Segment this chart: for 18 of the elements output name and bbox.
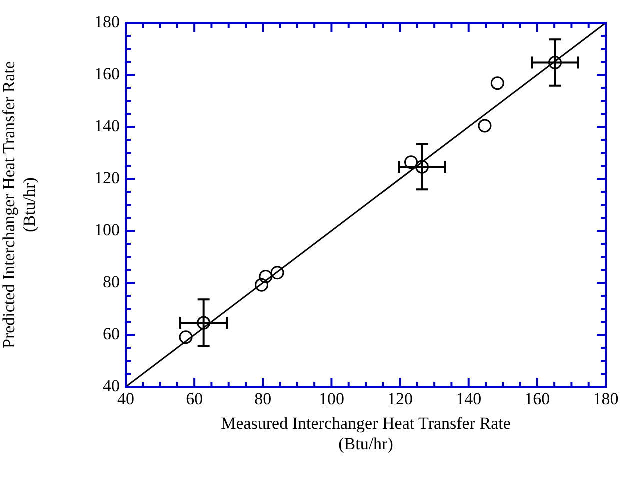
x-tick-label: 60 [186,390,204,409]
x-tick-label: 180 [593,390,619,409]
y-tick-label: 100 [94,220,120,240]
x-tick-label: 100 [318,390,344,409]
y-tick-label: 60 [103,324,120,344]
y-tick-label: 40 [103,376,120,396]
y-tick-label: 140 [94,116,120,136]
y-tick-label: 80 [103,272,120,292]
y-tick-label: 120 [94,168,120,188]
y-tick-label: 180 [94,12,120,32]
x-tick-label: 120 [388,390,414,409]
x-tick-label: 140 [456,390,482,409]
x-tick-label: 160 [524,390,550,409]
x-tick-label: 40 [118,390,134,409]
x-axis-title: Measured Interchanger Heat Transfer Rate (Btu/hr) [221,414,511,454]
x-tick-label: 80 [254,390,272,409]
y-tick-label: 160 [94,64,120,84]
y-axis-title: Predicted Interchanger Heat Transfer Rate (Btu/hr) [0,62,40,348]
